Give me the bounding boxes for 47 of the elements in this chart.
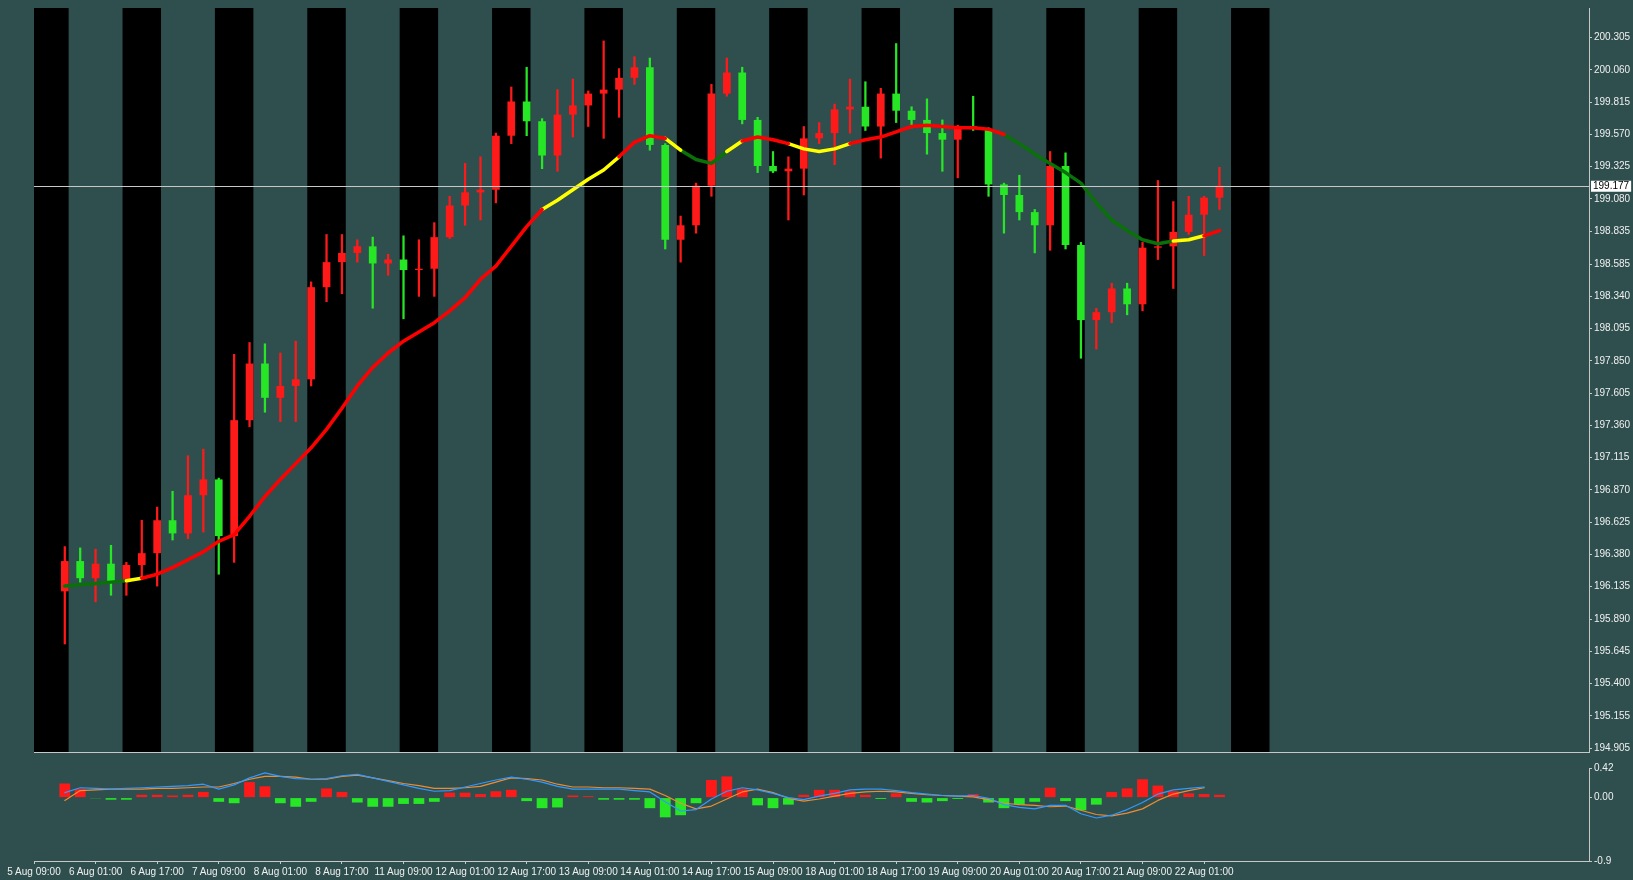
y-tick-label: 196.625: [1594, 515, 1631, 527]
y-tick-label: 194.905: [1594, 742, 1631, 754]
x-tick-label: 18 Aug 01:00: [805, 865, 865, 877]
x-tick-label: 6 Aug 17:00: [130, 865, 185, 877]
y-tick-label: 198.835: [1594, 224, 1631, 236]
y-tick-label: 196.870: [1594, 483, 1631, 495]
y-tick-label: 197.605: [1594, 386, 1631, 398]
x-tick-label: 14 Aug 17:00: [681, 865, 742, 877]
y-tick-label: 198.340: [1594, 290, 1631, 302]
x-tick-label: 19 Aug 09:00: [928, 865, 988, 877]
x-tick-label: 22 Aug 01:00: [1174, 865, 1235, 877]
x-tick-label: 12 Aug 17:00: [497, 865, 557, 877]
x-tick-label: 5 Aug 09:00: [7, 865, 62, 877]
y-tick-label: 200.060: [1594, 63, 1631, 75]
x-tick-label: 8 Aug 01:00: [253, 865, 308, 877]
x-tick-label: 8 Aug 17:00: [315, 865, 370, 877]
y-tick-label: 197.115: [1594, 451, 1630, 463]
y-tick-label: 200.305: [1594, 31, 1631, 43]
y-tick-label: 0.00: [1594, 791, 1614, 803]
y-tick-label: 198.585: [1594, 257, 1631, 269]
y-tick-label: 197.850: [1594, 354, 1631, 366]
x-tick-label: 20 Aug 17:00: [1051, 865, 1111, 877]
x-tick-label: 11 Aug 09:00: [374, 865, 434, 877]
y-tick-label: -0.9: [1594, 854, 1612, 866]
y-tick-label: 199.325: [1594, 160, 1631, 172]
x-tick-label: 14 Aug 01:00: [620, 865, 680, 877]
x-tick-label: 13 Aug 09:00: [558, 865, 619, 877]
x-tick-label: 15 Aug 09:00: [743, 865, 803, 877]
y-tick-label: 196.135: [1594, 580, 1631, 592]
y-tick-label: 198.095: [1594, 322, 1631, 334]
y-tick-label: 195.400: [1594, 677, 1631, 689]
y-tick-label: 195.890: [1594, 612, 1631, 624]
x-tick-label: 21 Aug 09:00: [1113, 865, 1173, 877]
ref-line-label: 199.177: [1593, 180, 1630, 192]
y-tick-label: 195.155: [1594, 709, 1631, 721]
x-tick-label: 20 Aug 01:00: [989, 865, 1050, 877]
y-tick-label: 196.380: [1594, 548, 1631, 560]
x-tick-label: 12 Aug 01:00: [435, 865, 495, 877]
y-tick-label: 197.360: [1594, 419, 1631, 431]
y-tick-label: 199.815: [1594, 95, 1631, 107]
y-tick-label: 199.080: [1594, 192, 1631, 204]
x-tick-label: 18 Aug 17:00: [866, 865, 927, 877]
y-tick-label: 195.645: [1594, 645, 1631, 657]
y-tick-label: 199.570: [1594, 128, 1631, 140]
x-tick-label: 7 Aug 09:00: [192, 865, 246, 877]
x-tick-label: 6 Aug 01:00: [68, 865, 123, 877]
y-tick-label: 0.42: [1594, 761, 1614, 773]
